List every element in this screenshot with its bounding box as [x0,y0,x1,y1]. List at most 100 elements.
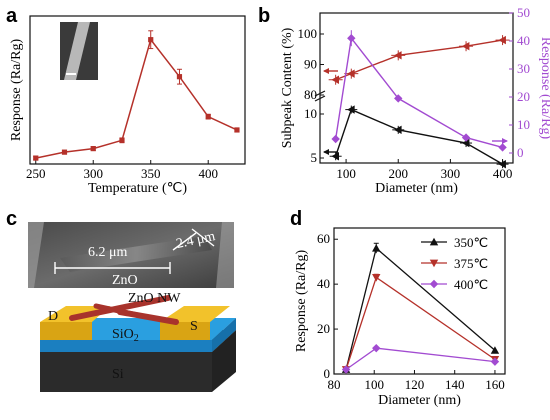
x-tick-label: 100 [336,166,356,181]
series-line [35,38,238,159]
sem-length-label: 6.2 μm [88,245,128,260]
data-point [347,105,355,114]
device-nanowire-label: ZnO NW [128,291,181,306]
series-line [345,347,496,371]
data-point [90,146,96,152]
data-point [372,244,381,252]
panel-letter-d: d [290,208,302,230]
sem-zno-label: ZnO [112,273,138,288]
y2-tick-label: 20 [517,89,530,104]
axis-break [314,90,326,97]
x-tick-label: 350 [141,166,161,181]
data-point [498,35,506,45]
y2-tick-label: 0 [517,145,524,160]
y-tick-label: 0 [324,366,331,381]
inset-nanowire [64,22,90,80]
data-point [498,159,506,169]
legend-marker [429,237,439,246]
x-tick-label: 140 [445,377,465,392]
data-point [394,51,402,60]
x-tick-label: 400 [493,166,513,181]
axis-break [314,95,326,102]
data-point [461,133,471,142]
panel-letter-a: a [6,5,18,27]
y-tick-label: 60 [317,231,330,246]
data-point [61,149,68,155]
data-point [498,143,507,152]
legend-label: 400℃ [454,277,488,292]
plot-frame [29,15,246,165]
data-point [347,69,355,78]
plot-frame [333,227,506,375]
device-source-label: S [190,319,198,334]
data-point [372,274,381,282]
axis-arrow-head [323,68,329,74]
x-tick-label: 300 [83,166,103,181]
legend-marker [429,259,439,268]
x-tick-label: 160 [485,377,505,392]
legend-marker [429,279,439,289]
data-point [394,125,402,135]
data-point [205,114,211,120]
data-point [119,137,125,143]
series-line-subpeak-upper [335,39,503,81]
y2-tick-label: 40 [517,33,530,48]
data-point [372,343,381,353]
y-tick-label: 5 [311,150,318,165]
y-tick-label: 40 [317,276,330,291]
data-point [148,37,154,43]
axis-arrow-head [502,138,508,144]
x-tick-label: 100 [364,377,384,392]
y-tick-label: 80 [304,87,317,102]
x-tick-label: 250 [26,166,46,181]
y-axis-title: Response (Ra/Rg) [294,250,309,353]
x-axis-title: Diameter (nm) [375,181,458,196]
legend-label: 350℃ [454,235,488,250]
sem-image: 6.2 μm 2.4 μm ZnO [28,222,234,288]
x-tick-label: 120 [405,377,425,392]
data-point [234,127,240,133]
x-axis-title: Diameter (nm) [378,393,461,408]
device-sio2-label: SiO2 [112,327,139,344]
device-si-label: Si [112,367,124,382]
x-tick-label: 300 [441,166,461,181]
plot-frame [319,12,514,164]
series-line-subpeak-lower [334,108,503,165]
data-point [394,94,403,103]
series-line-response [334,36,503,149]
legend-label: 375℃ [454,256,488,271]
chart-d: 80 100 120 140 160 0 20 40 60 Diameter (nm) Respon… [294,227,506,408]
data-point [341,365,351,374]
data-point [331,152,340,161]
data-point [347,34,356,43]
y-tick-label: 100 [298,26,318,41]
y-tick-label: 10 [304,106,317,121]
y2-tick-label: 10 [517,117,530,132]
panel-letter-b: b [258,5,270,27]
x-tick-label: 400 [198,166,218,181]
x-axis-title: Temperature (℃) [88,181,187,196]
y2-axis-title: Response (Ra/Rg) [538,37,550,140]
panel-letter-c: c [6,208,17,230]
data-point [490,346,500,354]
axis-arrow-head [323,149,329,155]
y-axis-title: Response (Ra/Rg) [9,39,24,142]
data-point [490,357,500,366]
data-point [461,138,470,148]
data-point [176,74,183,80]
x-tick-label: 200 [388,166,408,181]
device-drain-label: D [48,309,58,324]
y-tick-label: 90 [304,57,317,72]
y-axis-title: Subpeak Content (%) [280,27,295,148]
chart-a: 250 300 350 400 Temperature (℃) Response (Ra/… [9,15,246,196]
data-point [461,42,470,51]
data-point [331,75,340,84]
y2-tick-label: 50 [517,5,530,20]
y2-tick-label: 30 [517,61,530,76]
device-schematic: D S ZnO NW SiO2 Si [40,291,236,392]
data-point [331,134,340,144]
x-tick-label: 80 [328,377,341,392]
data-point [33,155,39,161]
